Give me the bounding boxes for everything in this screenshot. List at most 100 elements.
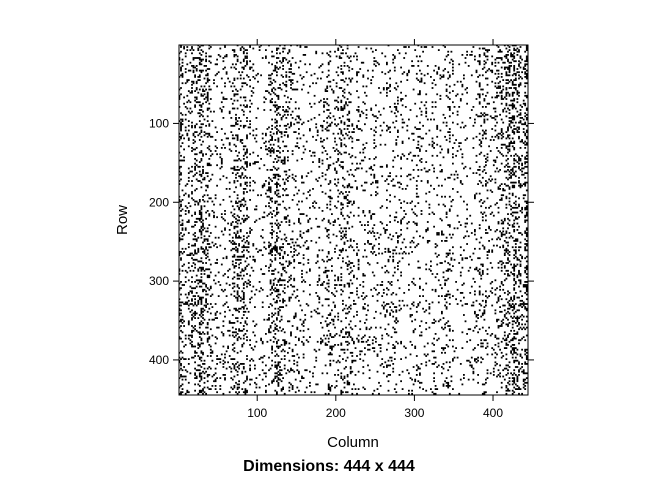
nonzero-dot: [197, 49, 200, 51]
nonzero-dot: [340, 132, 343, 135]
nonzero-dot: [277, 178, 280, 181]
nonzero-dot: [213, 318, 215, 321]
nonzero-dot: [384, 229, 387, 231]
nonzero-dot: [329, 312, 332, 315]
nonzero-dot: [279, 230, 281, 233]
nonzero-dot: [200, 129, 203, 132]
nonzero-dot: [186, 183, 189, 185]
nonzero-dot: [222, 366, 225, 368]
nonzero-dot: [426, 180, 429, 182]
nonzero-dot: [409, 202, 412, 204]
nonzero-dot: [382, 372, 385, 375]
nonzero-dot: [329, 85, 332, 88]
nonzero-dot: [348, 383, 351, 386]
nonzero-dot: [315, 241, 318, 244]
nonzero-dot: [412, 282, 415, 285]
nonzero-dot: [254, 334, 256, 337]
nonzero-dot: [442, 363, 445, 365]
nonzero-dot: [274, 364, 277, 367]
nonzero-dot: [346, 240, 349, 242]
nonzero-dot: [478, 303, 481, 305]
nonzero-dot: [195, 279, 198, 282]
nonzero-dot: [474, 347, 476, 349]
nonzero-dot: [301, 236, 303, 239]
nonzero-dot: [444, 68, 446, 70]
nonzero-dot: [235, 265, 237, 267]
nonzero-dot: [425, 361, 428, 364]
nonzero-dot: [276, 74, 278, 77]
nonzero-dot: [448, 106, 451, 108]
nonzero-dot: [329, 241, 332, 244]
nonzero-dot: [183, 194, 185, 197]
nonzero-dot: [480, 304, 483, 307]
nonzero-dot: [198, 326, 201, 329]
nonzero-dot: [397, 241, 399, 244]
nonzero-dot: [441, 287, 443, 290]
nonzero-dot: [277, 363, 280, 365]
nonzero-dot: [398, 309, 401, 312]
nonzero-dot: [419, 121, 421, 124]
nonzero-dot: [360, 61, 363, 64]
nonzero-dot: [441, 347, 443, 349]
nonzero-dot: [276, 391, 278, 394]
nonzero-dot: [299, 235, 302, 238]
nonzero-dot: [200, 60, 203, 63]
nonzero-dot: [417, 175, 420, 178]
nonzero-dot: [373, 63, 376, 66]
nonzero-dot: [392, 58, 395, 61]
nonzero-dot: [321, 210, 324, 212]
nonzero-dot: [276, 284, 278, 286]
nonzero-dot: [216, 317, 218, 319]
nonzero-dot: [208, 47, 211, 50]
nonzero-dot: [280, 380, 283, 383]
nonzero-dot: [349, 304, 352, 307]
nonzero-dot: [312, 82, 314, 85]
nonzero-dot: [375, 60, 377, 63]
nonzero-dot: [452, 90, 454, 92]
nonzero-dot: [194, 258, 196, 261]
nonzero-dot: [315, 359, 318, 362]
nonzero-dot: [209, 110, 212, 113]
nonzero-dot: [194, 200, 196, 203]
nonzero-dot: [371, 246, 374, 249]
nonzero-dot: [290, 113, 292, 116]
nonzero-dot: [209, 263, 212, 266]
nonzero-dot: [276, 290, 278, 293]
nonzero-dot: [233, 336, 236, 338]
nonzero-dot: [265, 389, 267, 392]
nonzero-dot: [246, 236, 248, 239]
nonzero-dot: [228, 391, 231, 394]
nonzero-dot: [400, 271, 402, 274]
nonzero-dot: [335, 235, 338, 238]
nonzero-dot: [425, 263, 428, 266]
nonzero-dot: [194, 235, 196, 238]
nonzero-dot: [321, 52, 324, 55]
nonzero-dot: [302, 151, 305, 154]
nonzero-dot: [469, 364, 472, 367]
nonzero-dot: [469, 361, 472, 364]
nonzero-dot: [184, 118, 187, 121]
nonzero-dot: [285, 340, 288, 343]
nonzero-dot: [351, 269, 354, 272]
nonzero-dot: [231, 331, 234, 334]
nonzero-dot: [230, 249, 233, 252]
nonzero-dot: [342, 309, 344, 312]
nonzero-dot: [481, 314, 484, 316]
nonzero-dot: [236, 58, 239, 61]
nonzero-dot: [324, 337, 327, 340]
nonzero-dot: [470, 356, 473, 359]
nonzero-dot: [206, 68, 209, 70]
nonzero-dot: [376, 181, 379, 184]
nonzero-dot: [195, 200, 198, 203]
nonzero-dot: [420, 46, 423, 48]
nonzero-dot: [323, 104, 325, 107]
nonzero-dot: [276, 49, 278, 51]
nonzero-dot: [269, 150, 272, 152]
nonzero-dot: [195, 375, 198, 378]
nonzero-dot: [299, 246, 302, 249]
nonzero-dot: [302, 322, 305, 324]
nonzero-dot: [233, 342, 236, 345]
nonzero-dot: [474, 326, 476, 329]
nonzero-dot: [434, 101, 437, 104]
nonzero-dot: [274, 333, 277, 335]
